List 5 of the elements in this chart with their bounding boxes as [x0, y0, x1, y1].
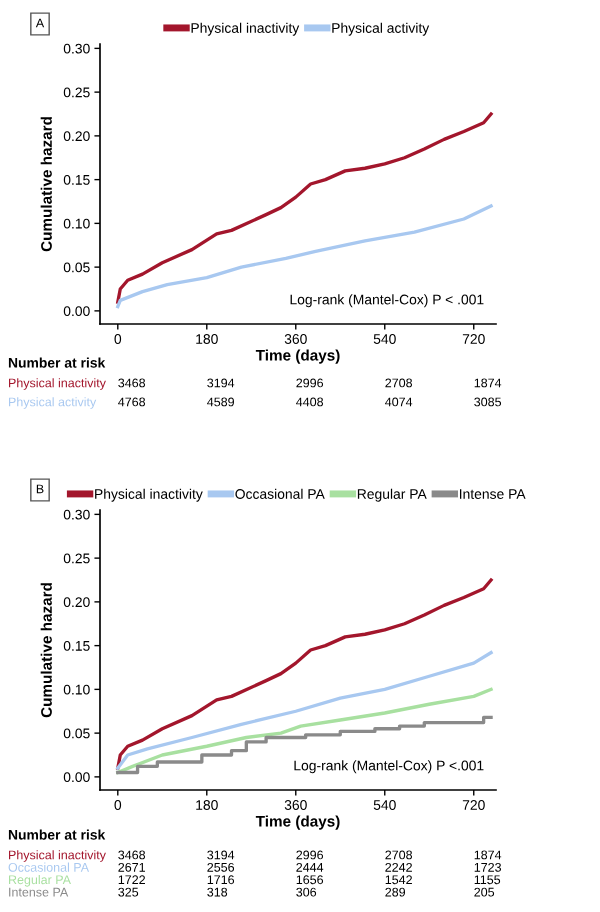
line-series	[116, 204, 493, 309]
line-series	[116, 112, 493, 304]
line-series	[116, 578, 493, 770]
line-series	[116, 650, 493, 770]
line-series	[116, 687, 493, 775]
